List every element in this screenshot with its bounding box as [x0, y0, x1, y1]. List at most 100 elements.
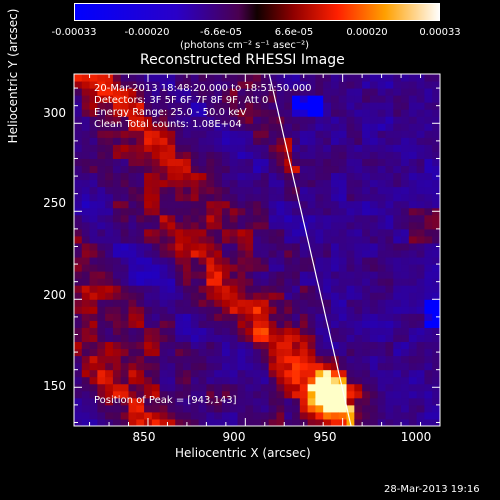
heatmap-cell [206, 207, 215, 216]
heatmap-cell [120, 242, 130, 251]
heatmap-cell [112, 130, 122, 138]
heatmap-cell [112, 165, 122, 174]
heatmap-cell [416, 221, 425, 230]
heatmap-cell [362, 102, 371, 110]
heatmap-cell [237, 88, 246, 96]
heatmap-cell [151, 327, 161, 335]
heatmap-cell [260, 313, 270, 321]
heatmap-cell [338, 348, 348, 357]
heatmap-cell [354, 327, 363, 335]
heatmap-cell [97, 109, 106, 117]
heatmap-cell [136, 320, 145, 328]
heatmap-cell [354, 250, 363, 258]
heatmap-cell [136, 313, 145, 321]
heatmap-cell [260, 320, 270, 328]
heatmap-cell [369, 95, 379, 103]
heatmap-cell [260, 158, 270, 167]
heatmap-cell [221, 334, 231, 343]
heatmap-cell [221, 228, 231, 237]
heatmap-cell [416, 200, 425, 209]
heatmap-cell [260, 81, 270, 89]
heatmap-cell [369, 299, 379, 307]
heatmap-cell [229, 102, 239, 110]
heatmap-cell [151, 130, 161, 138]
heatmap-cell [408, 341, 418, 350]
heatmap-cell [253, 130, 262, 138]
heatmap-cell [175, 292, 184, 300]
heatmap-cell [385, 137, 394, 145]
heatmap-cell [284, 123, 293, 131]
heatmap-cell [276, 144, 285, 152]
heatmap-cell [377, 228, 386, 237]
heatmap-cell [183, 390, 192, 399]
heatmap-cell [393, 313, 402, 321]
heatmap-cell [183, 158, 192, 167]
heatmap-cell [175, 306, 184, 314]
heatmap-cell [354, 235, 363, 244]
heatmap-cell [354, 88, 363, 96]
heatmap-cell [377, 320, 386, 328]
heatmap-cell [323, 200, 332, 209]
heatmap-cell [167, 228, 176, 237]
heatmap-cell [385, 250, 394, 258]
heatmap-cell [346, 88, 355, 96]
heatmap-cell [89, 299, 98, 307]
heatmap-cell [97, 137, 106, 145]
heatmap-cell [229, 383, 239, 392]
heatmap-cell [268, 200, 277, 209]
heatmap-cell [354, 179, 363, 188]
heatmap-cell [307, 327, 316, 335]
heatmap-cell [432, 306, 440, 314]
heatmap-cell [424, 88, 433, 96]
heatmap-cell [183, 221, 192, 230]
heatmap-cell [338, 179, 348, 188]
heatmap-cell [167, 200, 176, 209]
heatmap-cell [175, 355, 184, 364]
heatmap-cell [432, 123, 440, 131]
heatmap-cell [144, 250, 153, 258]
heatmap-cell [307, 179, 316, 188]
heatmap-cell [315, 228, 324, 237]
heatmap-cell [401, 369, 410, 378]
heatmap-cell [268, 207, 277, 216]
heatmap-cell [369, 242, 379, 251]
heatmap-cell [198, 221, 207, 230]
heatmap-cell [393, 116, 402, 124]
heatmap-cell [74, 116, 83, 124]
heatmap-cell [393, 334, 402, 343]
heatmap-cell [89, 130, 98, 138]
heatmap-cell [385, 151, 394, 159]
heatmap-cell [229, 172, 239, 181]
heatmap-cell [424, 186, 433, 195]
heatmap-cell [292, 207, 301, 216]
heatmap-cell [253, 172, 262, 181]
heatmap-cell [260, 186, 270, 195]
heatmap-cell [190, 242, 200, 251]
heatmap-cell [416, 397, 425, 406]
heatmap-cell [338, 383, 348, 392]
heatmap-cell [385, 186, 394, 195]
heatmap-cell [424, 341, 433, 350]
heatmap-cell [237, 214, 246, 223]
heatmap-cell [299, 179, 309, 188]
heatmap-cell [81, 172, 91, 181]
heatmap-cell [307, 341, 316, 350]
heatmap-cell [432, 257, 440, 265]
heatmap-cell [323, 397, 332, 406]
heatmap-cell [237, 348, 246, 357]
heatmap-cell [105, 292, 114, 300]
heatmap-cell [120, 264, 130, 272]
heatmap-cell [190, 235, 200, 244]
heatmap-cell [307, 109, 316, 117]
heatmap-cell [284, 306, 293, 314]
heatmap-cell [190, 411, 200, 420]
heatmap-cell [159, 313, 168, 321]
solar-limb-line [268, 74, 352, 426]
heatmap-cell [377, 257, 386, 265]
heatmap-cell [97, 313, 106, 321]
heatmap-cell [292, 81, 301, 89]
heatmap-cell [307, 151, 316, 159]
heatmap-cell [144, 292, 153, 300]
heatmap-cell [144, 278, 153, 286]
